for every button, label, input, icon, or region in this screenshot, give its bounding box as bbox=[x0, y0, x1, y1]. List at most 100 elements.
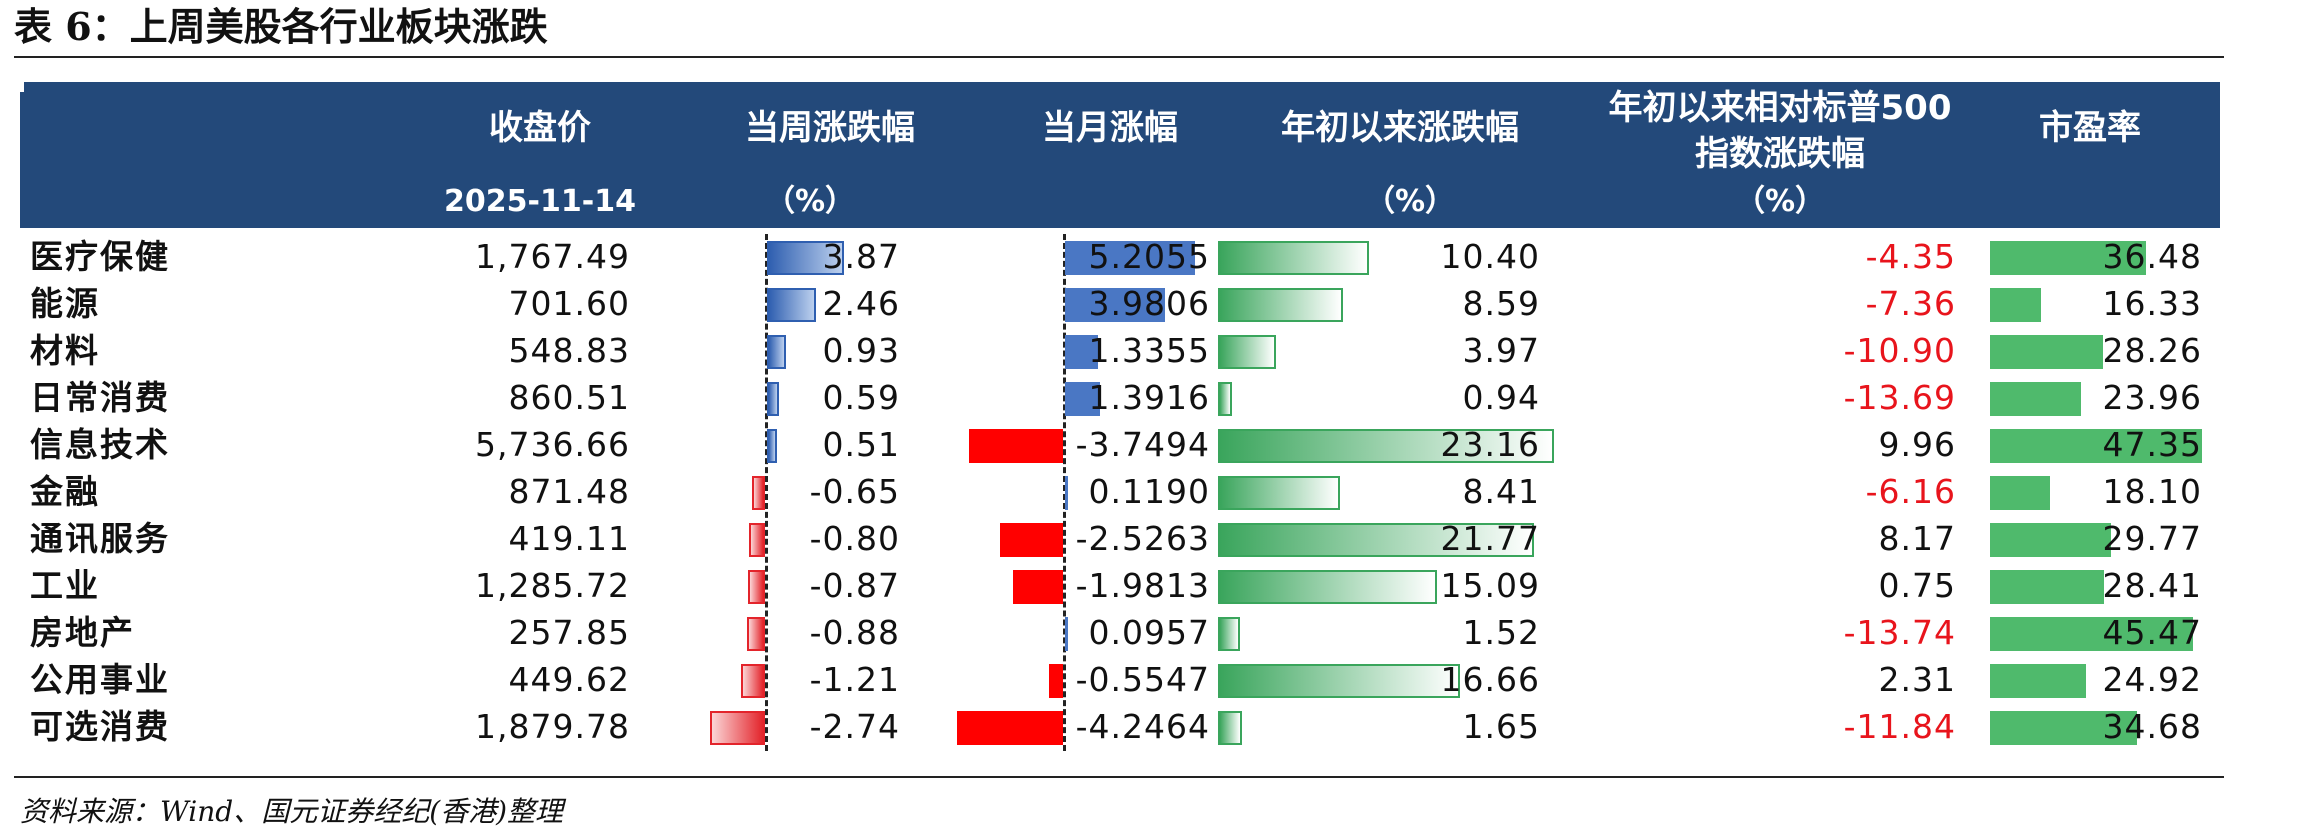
month-bar bbox=[1065, 240, 1196, 275]
month-bar bbox=[999, 522, 1063, 557]
row-close: 449.62 bbox=[508, 660, 630, 699]
row-relative: -10.90 bbox=[1843, 331, 1956, 370]
week-bar bbox=[710, 710, 765, 745]
week-bar bbox=[747, 616, 765, 651]
row-close: 1,285.72 bbox=[475, 566, 630, 605]
row-ytd: 23.16 bbox=[1440, 425, 1540, 464]
row-close: 1,879.78 bbox=[475, 707, 630, 746]
row-name: 材料 bbox=[30, 331, 100, 370]
table-title: 表 6：上周美股各行业板块涨跌 bbox=[14, 4, 548, 49]
month-bar bbox=[1065, 381, 1100, 416]
row-name: 通讯服务 bbox=[30, 519, 170, 558]
row-week: 0.59 bbox=[822, 378, 900, 417]
row-name: 公用事业 bbox=[30, 660, 170, 699]
week-axis bbox=[765, 234, 768, 751]
week-bar bbox=[767, 428, 778, 463]
row-relative: 2.31 bbox=[1878, 660, 1956, 699]
row-pe: 23.96 bbox=[2102, 378, 2202, 417]
row-week: 0.93 bbox=[822, 331, 900, 370]
row-month: 0.0957 bbox=[1088, 613, 1210, 652]
row-month: -3.7494 bbox=[1075, 425, 1210, 464]
pe-bar bbox=[1990, 710, 2137, 745]
row-close: 701.60 bbox=[508, 284, 630, 323]
header-close-date: 2025-11-14 bbox=[444, 184, 636, 219]
row-relative: -13.74 bbox=[1843, 613, 1956, 652]
row-ytd: 15.09 bbox=[1440, 566, 1540, 605]
row-close: 5,736.66 bbox=[475, 425, 630, 464]
row-pe: 47.35 bbox=[2102, 425, 2202, 464]
month-bar bbox=[1065, 287, 1165, 322]
pe-bar bbox=[1990, 240, 2146, 275]
ytd-bar bbox=[1218, 569, 1437, 604]
week-bar bbox=[767, 287, 817, 322]
row-name: 能源 bbox=[30, 284, 100, 323]
pe-bar bbox=[1990, 663, 2086, 698]
row-week: -0.87 bbox=[809, 566, 900, 605]
row-ytd: 1.65 bbox=[1462, 707, 1540, 746]
row-pe: 28.41 bbox=[2102, 566, 2202, 605]
row-ytd: 21.77 bbox=[1440, 519, 1540, 558]
row-name: 可选消费 bbox=[30, 707, 170, 746]
month-bar bbox=[1013, 569, 1063, 604]
month-bar bbox=[1065, 616, 1068, 651]
pe-bar bbox=[1990, 381, 2081, 416]
row-week: 0.51 bbox=[822, 425, 900, 464]
ytd-bar bbox=[1218, 663, 1460, 698]
header-month: 当月涨幅 bbox=[1042, 108, 1178, 148]
table-header bbox=[20, 82, 2220, 228]
header-pe: 市盈率 bbox=[2039, 108, 2141, 148]
week-bar bbox=[747, 569, 765, 604]
header-ytd-unit: （%） bbox=[1364, 184, 1456, 219]
month-bar bbox=[1065, 475, 1068, 510]
row-ytd: 16.66 bbox=[1440, 660, 1540, 699]
ytd-bar bbox=[1218, 240, 1369, 275]
row-week: -0.80 bbox=[809, 519, 900, 558]
row-relative: -7.36 bbox=[1865, 284, 1956, 323]
title-rule bbox=[14, 56, 2224, 58]
row-ytd: 1.52 bbox=[1462, 613, 1540, 652]
header-ytd: 年初以来涨跌幅 bbox=[1281, 108, 1519, 148]
header-rel-unit: （%） bbox=[1734, 184, 1826, 219]
pe-bar bbox=[1990, 569, 2104, 604]
row-relative: -6.16 bbox=[1865, 472, 1956, 511]
row-month: 1.3916 bbox=[1088, 378, 1210, 417]
row-pe: 24.92 bbox=[2102, 660, 2202, 699]
header-tick bbox=[20, 82, 24, 92]
month-bar bbox=[1049, 663, 1063, 698]
row-ytd: 0.94 bbox=[1462, 378, 1540, 417]
row-close: 860.51 bbox=[508, 378, 630, 417]
ytd-bar bbox=[1218, 522, 1534, 557]
row-week: -2.74 bbox=[809, 707, 900, 746]
row-ytd: 10.40 bbox=[1440, 237, 1540, 276]
row-month: -0.5547 bbox=[1075, 660, 1210, 699]
pe-bar bbox=[1990, 522, 2111, 557]
row-close: 1,767.49 bbox=[475, 237, 630, 276]
row-relative: 9.96 bbox=[1878, 425, 1956, 464]
row-pe: 16.33 bbox=[2102, 284, 2202, 323]
month-bar bbox=[956, 710, 1063, 745]
pe-bar bbox=[1990, 475, 2051, 510]
week-bar bbox=[752, 475, 765, 510]
row-name: 医疗保健 bbox=[30, 237, 170, 276]
row-relative: 8.17 bbox=[1878, 519, 1956, 558]
row-pe: 28.26 bbox=[2102, 331, 2202, 370]
ytd-bar bbox=[1218, 334, 1276, 369]
row-month: 3.9806 bbox=[1088, 284, 1210, 323]
row-month: -4.2464 bbox=[1075, 707, 1210, 746]
bottom-rule bbox=[14, 776, 2224, 778]
row-relative: -13.69 bbox=[1843, 378, 1956, 417]
row-name: 房地产 bbox=[30, 613, 135, 652]
row-relative: -4.35 bbox=[1865, 237, 1956, 276]
week-bar bbox=[767, 240, 845, 275]
header-week-unit: （%） bbox=[764, 184, 856, 219]
row-month: -1.9813 bbox=[1075, 566, 1210, 605]
row-pe: 29.77 bbox=[2102, 519, 2202, 558]
row-name: 信息技术 bbox=[30, 425, 170, 464]
row-name: 金融 bbox=[30, 472, 100, 511]
row-name: 工业 bbox=[30, 566, 100, 605]
pe-bar bbox=[1990, 287, 2042, 322]
week-bar bbox=[767, 381, 779, 416]
header-close: 收盘价 bbox=[489, 108, 591, 148]
row-close: 257.85 bbox=[508, 613, 630, 652]
row-ytd: 3.97 bbox=[1462, 331, 1540, 370]
